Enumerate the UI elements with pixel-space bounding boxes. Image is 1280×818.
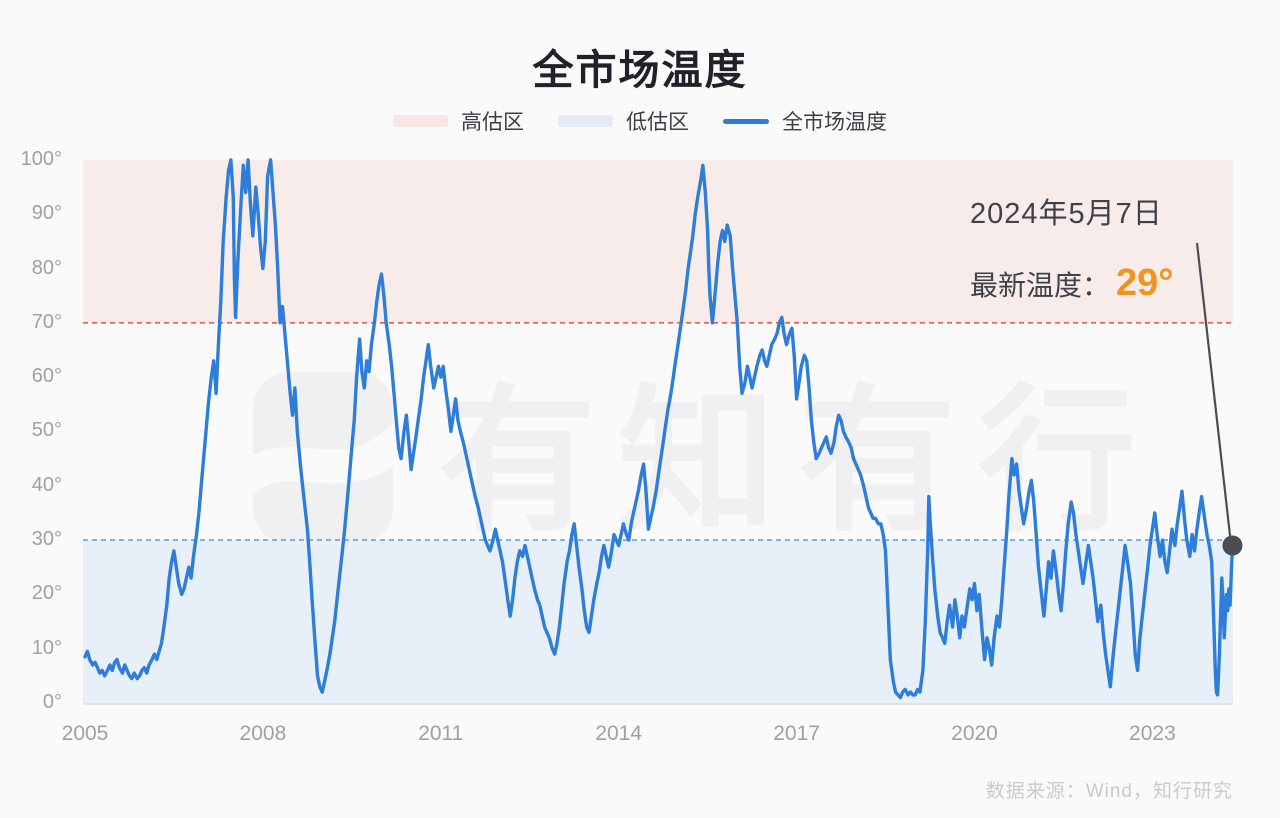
latest-value: 29°	[1116, 262, 1174, 304]
y-tick-label: 20°	[31, 582, 62, 605]
x-tick-label: 2008	[239, 722, 287, 745]
latest-annotation: 2024年5月7日 最新温度： 29°	[970, 190, 1173, 305]
y-tick-label: 70°	[31, 310, 62, 333]
y-tick-label: 100°	[20, 147, 62, 170]
legend: 高估区 低估区 全市场温度	[0, 106, 1280, 136]
x-tick-label: 2017	[773, 722, 820, 745]
threshold-lines	[83, 322, 1233, 541]
legend-label: 高估区	[461, 111, 524, 134]
legend-item-temperature[interactable]: 全市场温度	[723, 106, 887, 136]
y-axis-labels: 0° 10° 20° 30° 40° 50° 60° 70° 80° 90° 100°	[0, 0, 64, 760]
y-tick-label: 30°	[31, 528, 62, 551]
watermark-text: 有知有行	[438, 374, 1158, 550]
legend-item-undervalued[interactable]: 低估区	[558, 106, 689, 136]
temperature-series-line[interactable]	[83, 158, 1235, 700]
x-tick-label: 2014	[595, 722, 643, 745]
legend-label: 低估区	[626, 111, 689, 134]
x-tick-label: 2023	[1129, 722, 1176, 745]
y-tick-label: 0°	[42, 691, 62, 713]
x-tick-label: 2020	[951, 722, 998, 745]
x-axis-labels: 2005 2008 2011 2014 2017 2020 2023	[0, 722, 1280, 752]
latest-label: 最新温度：	[970, 270, 1111, 301]
y-tick-label: 80°	[31, 256, 62, 279]
y-tick-label: 60°	[31, 365, 62, 388]
legend-label: 全市场温度	[782, 111, 887, 134]
valuation-bands	[83, 159, 1233, 703]
latest-date: 2024年5月7日	[970, 198, 1163, 230]
y-tick-label: 90°	[31, 202, 62, 225]
overvalued-band-swatch	[393, 115, 448, 127]
latest-point-marker	[1222, 535, 1243, 556]
watermark: 有知有行	[219, 372, 1158, 550]
x-tick-label: 2011	[418, 722, 464, 745]
x-tick-label: 2005	[61, 722, 109, 745]
band-低估区	[83, 540, 1233, 703]
undervalued-band-swatch	[558, 115, 613, 127]
data-source: 数据来源：Wind，知行研究	[985, 781, 1233, 802]
annotation-connector-line	[1195, 242, 1232, 540]
legend-item-overvalued[interactable]: 高估区	[393, 106, 524, 136]
y-tick-label: 50°	[31, 419, 62, 442]
temperature-line-swatch	[723, 118, 769, 124]
page-title: 全市场温度	[532, 47, 748, 93]
y-tick-label: 40°	[31, 473, 62, 496]
y-tick-label: 10°	[31, 636, 62, 659]
